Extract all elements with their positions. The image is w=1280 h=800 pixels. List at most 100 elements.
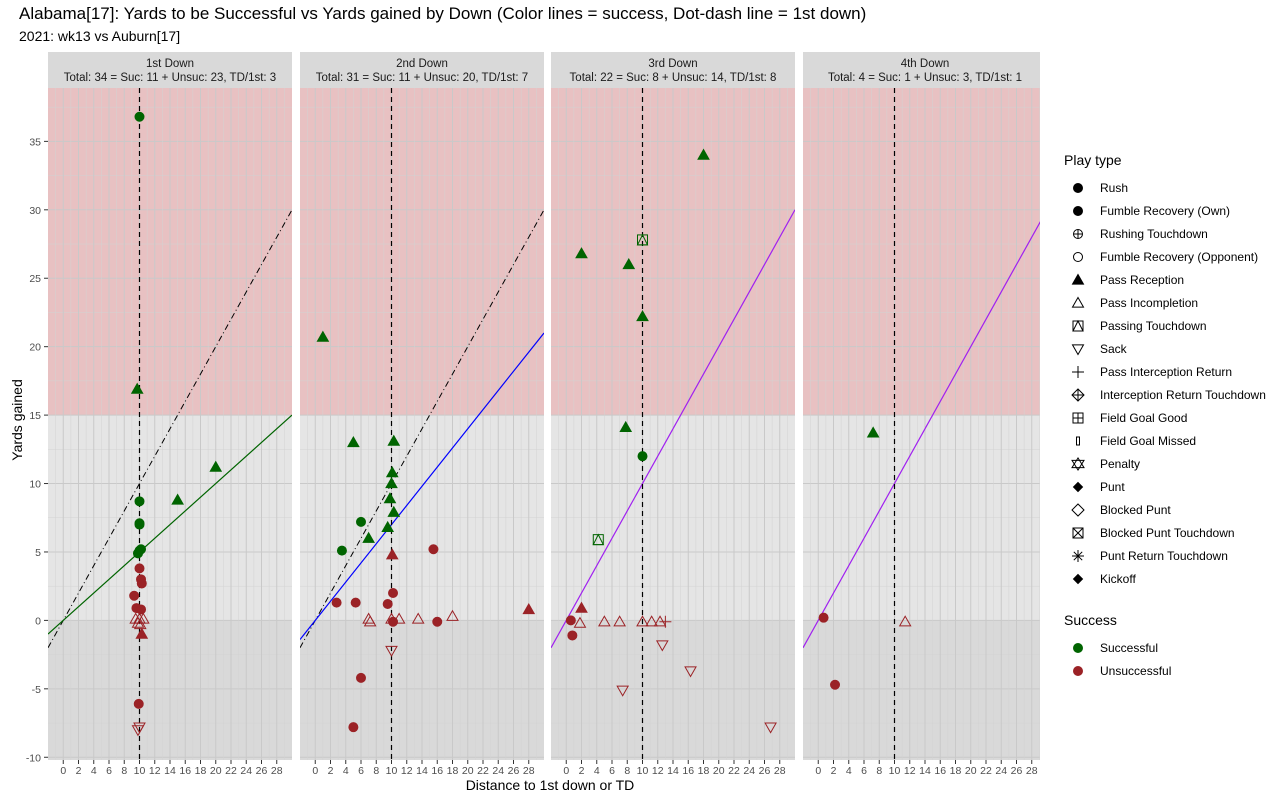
x-tick-label: 14 xyxy=(667,765,679,777)
facet-title: 1st Down xyxy=(146,58,194,70)
legend-item: Fumble Recovery (Own) xyxy=(1064,199,1279,222)
x-tick-label: 26 xyxy=(759,765,771,777)
x-tick-label: 10 xyxy=(134,765,146,777)
legend-label: Sack xyxy=(1100,341,1127,356)
x-tick-label: 8 xyxy=(876,765,882,777)
success-line xyxy=(551,209,795,649)
data-point xyxy=(134,563,145,574)
band-loss xyxy=(803,620,1040,760)
data-point xyxy=(616,685,630,697)
y-tick-label: -5 xyxy=(32,684,41,696)
gridlines xyxy=(48,88,292,760)
x-tick-label: 22 xyxy=(980,765,992,777)
x-tick-label: 26 xyxy=(1011,765,1023,777)
x-tick-label: 6 xyxy=(358,765,364,777)
success-line xyxy=(803,221,1040,649)
marker-circle-filled xyxy=(1073,665,1083,676)
faceted-scatter-plot: 1st Down Total: 34 = Suc: 11 + Unsuc: 23,… xyxy=(26,52,1040,777)
x-axis: 0 2 4 6 8 10 12 14 16 18 20 22 24 26 28 xyxy=(563,760,786,777)
legend-item: Fumble Recovery (Opponent) xyxy=(1064,245,1279,268)
x-tick-label: 18 xyxy=(195,765,207,777)
x-tick-label: 22 xyxy=(728,765,740,777)
data-point xyxy=(131,725,145,737)
legend-item: Rushing Touchdown xyxy=(1064,222,1279,245)
facet-summary: Total: 34 = Suc: 11 + Unsuc: 23, TD/1st:… xyxy=(64,72,276,84)
data-point xyxy=(331,597,342,608)
legend-label: Fumble Recovery (Opponent) xyxy=(1100,249,1259,264)
legend-label: Unsuccessful xyxy=(1100,663,1172,678)
data-point xyxy=(818,612,829,623)
y-axis: -10 -5 0 5 10 15 20 25 30 35 xyxy=(26,136,48,764)
x-tick-label: 2 xyxy=(579,765,585,777)
legend-key-icon xyxy=(1064,360,1092,383)
legend-success-list: Successful Unsuccessful xyxy=(1064,636,1279,682)
legend-key-icon xyxy=(1064,452,1092,475)
x-tick-label: 2 xyxy=(76,765,82,777)
x-tick-label: 10 xyxy=(637,765,649,777)
data-point xyxy=(316,330,330,342)
x-tick-label: 24 xyxy=(240,765,252,777)
facet-summary: Total: 22 = Suc: 8 + Unsuc: 14, TD/1st: … xyxy=(570,72,777,84)
marker-diamond-filled xyxy=(1072,573,1084,584)
legend-label: Pass Incompletion xyxy=(1100,295,1199,310)
data-point xyxy=(131,616,145,628)
x-tick-label: 24 xyxy=(492,765,504,777)
x-tick-label: 6 xyxy=(106,765,112,777)
y-tick-label: 5 xyxy=(35,547,41,559)
data-point xyxy=(356,672,366,683)
data-point xyxy=(575,601,588,613)
legend-key-icon xyxy=(1064,268,1092,291)
facet-panel-3: 3rd Down Total: 22 = Suc: 8 + Unsuc: 14, … xyxy=(551,52,795,777)
legend-item: Kickoff xyxy=(1064,567,1279,590)
legend-key-icon xyxy=(1064,245,1092,268)
x-tick-label: 14 xyxy=(416,765,428,777)
legend-item: Penalty xyxy=(1064,452,1279,475)
legend-key-icon xyxy=(1064,176,1092,199)
data-point xyxy=(336,545,347,556)
facet-strip xyxy=(300,52,544,88)
x-tick-label: 8 xyxy=(373,765,379,777)
y-tick-label: 15 xyxy=(29,410,41,422)
x-tick-label: 14 xyxy=(164,765,176,777)
y-axis-label: Yards gained xyxy=(9,379,25,461)
legend-item: Successful xyxy=(1064,636,1279,659)
data-point xyxy=(622,258,636,270)
legend-item: Interception Return Touchdown xyxy=(1064,383,1279,406)
legend-key-icon xyxy=(1064,314,1092,337)
x-tick-label: 18 xyxy=(447,765,459,777)
facet-summary: Total: 31 = Suc: 11 + Unsuc: 20, TD/1st:… xyxy=(316,72,528,84)
data-point xyxy=(134,496,145,507)
legend-label: Kickoff xyxy=(1100,571,1136,586)
x-tick-label: 6 xyxy=(861,765,867,777)
marker-diamond-plus xyxy=(1071,387,1085,402)
x-tick-label: 10 xyxy=(889,765,901,777)
legend-label: Rush xyxy=(1100,180,1129,195)
legend-item: Punt Return Touchdown xyxy=(1064,544,1279,567)
chart-title: Alabama[17]: Yards to be Successful vs Y… xyxy=(19,4,867,23)
data-point xyxy=(362,531,375,543)
data-points xyxy=(818,426,912,690)
legend-label: Passing Touchdown xyxy=(1100,318,1207,333)
x-tick-label: 16 xyxy=(934,765,946,777)
x-tick-label: 2 xyxy=(831,765,837,777)
marker-square-plus xyxy=(1072,412,1084,423)
legend-key-icon xyxy=(1064,498,1092,521)
data-point xyxy=(411,612,425,624)
legend-key-icon xyxy=(1064,567,1092,590)
facet-title: 4th Down xyxy=(901,58,950,70)
facet-panel-1: 1st Down Total: 34 = Suc: 11 + Unsuc: 23,… xyxy=(48,52,292,777)
x-tick-label: 6 xyxy=(609,765,615,777)
data-point xyxy=(866,426,880,438)
x-tick-label: 26 xyxy=(256,765,268,777)
marker-square-cross xyxy=(1072,527,1084,538)
legend-item: Sack xyxy=(1064,337,1279,360)
gridlines xyxy=(551,88,795,760)
data-point xyxy=(130,382,144,394)
x-tick-label: 28 xyxy=(271,765,283,777)
data-point xyxy=(432,616,443,627)
data-point xyxy=(645,615,659,627)
data-points xyxy=(129,111,223,737)
x-tick-label: 4 xyxy=(343,765,349,777)
marker-plus xyxy=(1072,365,1084,378)
x-tick-label: 8 xyxy=(121,765,127,777)
